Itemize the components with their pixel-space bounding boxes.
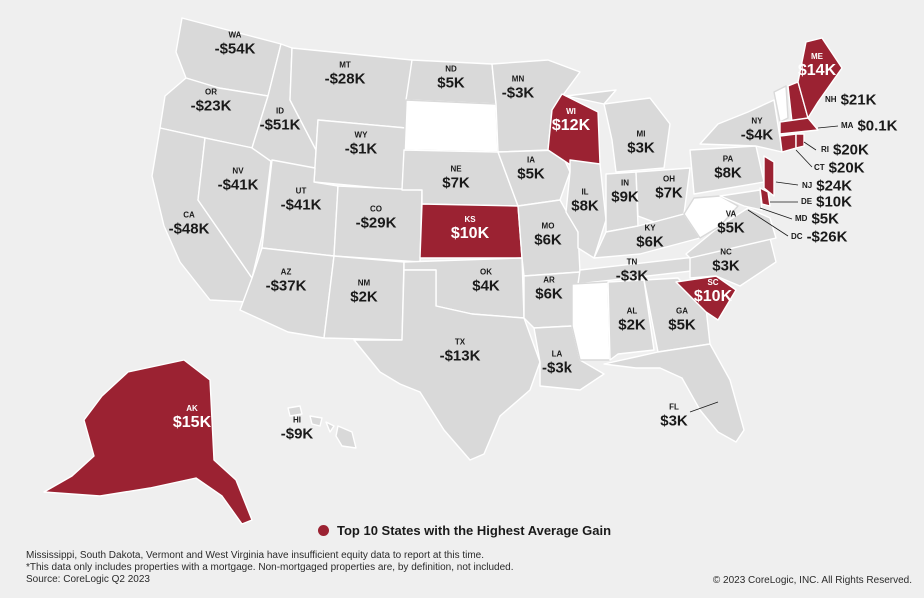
state-label-nv: NV -$41K — [217, 166, 259, 194]
leader-dc — [747, 209, 789, 237]
state-label-mn: MN -$3K — [501, 74, 535, 102]
state-label-nh: NH $21K — [825, 91, 877, 109]
state-label-md: MD $5K — [795, 210, 839, 228]
state-shape-nj — [763, 155, 775, 197]
state-label-tx: TX -$13K — [439, 337, 481, 365]
state-label-nc: NC $3K — [712, 247, 740, 275]
state-label-ma: MA $0.1K — [841, 117, 898, 135]
state-label-il: IL $8K — [571, 187, 599, 215]
state-label-dc: DC -$26K — [791, 228, 848, 246]
state-label-ia: IA $5K — [517, 155, 545, 183]
state-label-ne: NE $7K — [442, 164, 470, 192]
leader-nj — [775, 181, 799, 186]
state-label-fl: FL $3K — [660, 402, 688, 430]
state-label-mo: MO $6K — [534, 221, 562, 249]
footnote-mortgage-only: *This data only includes properties with… — [26, 562, 514, 573]
state-label-ak: AK $15K — [172, 404, 212, 431]
state-label-va: VA $5K — [717, 209, 745, 237]
state-label-nd: ND $5K — [437, 64, 465, 92]
state-label-la: LA -$3k — [541, 349, 573, 377]
state-label-nj: NJ $24K — [802, 177, 853, 195]
state-label-de: DE $10K — [801, 193, 852, 211]
map-legend: Top 10 States with the Highest Average G… — [318, 523, 611, 538]
state-label-co: CO -$29K — [355, 204, 397, 232]
state-shape-ky — [593, 213, 701, 259]
state-label-ca: CA -$48K — [168, 210, 210, 238]
state-shape-ny — [699, 99, 783, 153]
state-shape-wi — [547, 93, 601, 167]
state-label-nm: NM $2K — [350, 278, 378, 306]
leader-ri — [803, 141, 817, 151]
legend-dot-icon — [318, 525, 329, 536]
state-shape-ri — [795, 133, 805, 149]
state-shape-al — [607, 279, 655, 361]
state-label-az: AZ -$37K — [265, 267, 307, 295]
state-label-ut: UT -$41K — [280, 186, 322, 214]
state-label-wi: WI $12K — [551, 107, 591, 134]
state-label-mt: MT -$28K — [324, 60, 366, 88]
footnote-source: Source: CoreLogic Q2 2023 — [26, 574, 150, 585]
state-shape-hi — [287, 405, 357, 449]
state-label-ny: NY -$4K — [740, 116, 774, 144]
state-shape-fl — [603, 343, 745, 443]
state-label-id: ID -$51K — [259, 106, 301, 134]
state-label-ri: RI $20K — [821, 141, 869, 159]
state-shape-vt — [773, 85, 789, 123]
state-shape-ms — [571, 281, 611, 361]
state-label-ar: AR $6K — [535, 275, 563, 303]
state-shape-il — [565, 159, 607, 259]
state-label-mi: MI $3K — [627, 129, 655, 157]
state-label-oh: OH $7K — [655, 174, 683, 202]
state-shape-mi — [565, 89, 671, 173]
leader-ct — [795, 149, 813, 168]
state-shape-ma — [779, 117, 819, 135]
state-label-ga: GA $5K — [668, 306, 696, 334]
leader-ma — [817, 125, 839, 129]
state-label-in: IN $9K — [611, 178, 639, 206]
footnotes: Mississippi, South Dakota, Vermont and W… — [26, 550, 514, 586]
state-shape-sd — [403, 99, 499, 153]
state-shape-ak — [43, 359, 253, 525]
state-label-sc: SC $10K — [693, 278, 733, 305]
state-shape-wv — [683, 195, 739, 239]
leader-fl — [689, 401, 719, 413]
state-label-or: OR -$23K — [190, 87, 232, 115]
state-label-me: ME $14K — [797, 52, 837, 79]
state-label-wa: WA -$54K — [214, 30, 256, 58]
state-label-ct: CT $20K — [814, 159, 865, 177]
state-label-wy: WY -$1K — [344, 130, 378, 158]
copyright: © 2023 CoreLogic, INC. All Rights Reserv… — [712, 575, 912, 586]
state-label-tn: TN -$3K — [615, 257, 649, 285]
state-shape-tx — [353, 269, 541, 461]
state-label-pa: PA $8K — [714, 154, 742, 182]
state-shape-ct — [779, 133, 797, 153]
state-shape-md — [719, 189, 763, 211]
state-label-hi: HI -$9K — [280, 415, 314, 443]
state-label-al: AL $2K — [618, 306, 646, 334]
legend-label: Top 10 States with the Highest Average G… — [337, 523, 612, 538]
state-label-ok: OK $4K — [472, 267, 500, 295]
state-label-ky: KY $6K — [636, 223, 664, 251]
state-label-ks: KS $10K — [450, 215, 490, 242]
footnote-insufficient-data: Mississippi, South Dakota, Vermont and W… — [26, 550, 485, 561]
leader-md — [759, 207, 793, 220]
state-shape-me — [797, 37, 843, 119]
